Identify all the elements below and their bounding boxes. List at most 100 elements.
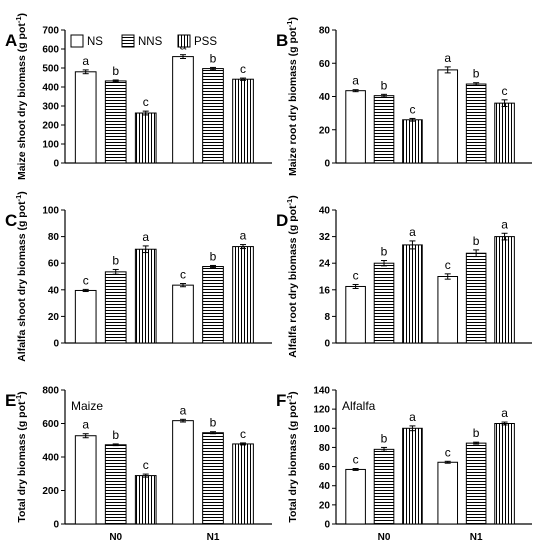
significance-letter: b [473,234,480,248]
y-tick-label: 32 [319,232,331,243]
significance-letter: a [501,406,508,420]
y-axis-label: Alfalfa shoot dry biomass (g pot-1) [14,191,28,362]
bar-ns-1 [74,71,97,164]
y-axis-label-main: Alfalfa shoot dry biomass (g pot [16,201,28,362]
y-tick-label: 80 [319,26,331,37]
significance-letter: c [353,452,359,466]
bar-pss-2 [494,236,515,344]
y-tick-label: 0 [324,339,330,350]
significance-letter: b [381,431,388,445]
legend-label: PSS [194,36,217,48]
bar-nns-2 [465,252,487,344]
bar-ns-1 [345,468,366,525]
inset-label: Maize [71,399,103,413]
significance-letter: b [112,253,119,267]
bar-ns-2 [437,461,459,525]
significance-letter: c [353,268,359,282]
bar-ns-1 [345,90,366,164]
y-tick-label: 0 [53,159,59,170]
y-axis-label-main: Maize root dry biomass (g pot [287,27,299,176]
y-tick-label: 60 [319,462,331,473]
significance-letter: a [409,225,416,239]
y-tick-label: 140 [313,386,330,397]
bar-pss-2 [232,443,254,525]
bar-ns-1 [345,285,366,344]
bar-nns-2 [202,266,224,344]
y-tick-label: 200 [42,486,59,497]
y-tick-label: 100 [313,424,330,435]
x-tick-label: N0 [109,532,122,543]
y-tick-label: 20 [319,125,331,136]
significance-letter: b [112,64,119,78]
y-axis-label-tail: ) [287,391,299,395]
bar-nns-1 [373,448,395,525]
y-axis-label-sup: -1 [285,21,294,28]
significance-letter: b [473,67,480,81]
bar-pss-2 [232,246,254,344]
bar-pss-1 [402,244,423,344]
y-axis-label: Total dry biomass (g pot-1) [285,391,299,522]
y-axis-label-main: Total dry biomass (g pot [16,401,28,523]
panel-letter: A [5,31,17,50]
inset-label: Alfalfa [342,399,376,413]
panel-letter: B [276,31,288,50]
bar-nns-2 [202,68,224,164]
legend-label: NS [87,36,103,48]
y-axis-label: Maize shoot dry biomass (g pot-1) [14,13,28,180]
x-tick-label: N0 [378,532,391,543]
y-tick-label: 600 [42,45,59,56]
bar-nns-2 [465,83,487,164]
bar-nns-1 [373,95,395,164]
significance-letter: c [240,427,246,441]
panel-letter: C [5,211,17,230]
y-tick-label: 20 [319,500,331,511]
y-tick-label: 40 [319,481,331,492]
significance-letter: c [502,84,508,98]
bar-pss-1 [402,119,423,164]
y-tick-label: 80 [48,232,60,243]
x-tick-label: N1 [470,532,483,543]
bar-pss-1 [134,248,157,344]
y-tick-label: 24 [319,259,331,270]
bar-pss-2 [494,102,515,164]
y-axis-label: Alfalfa root dry biomass (g pot-1) [285,195,299,357]
significance-letter: a [352,74,359,88]
y-tick-label: 200 [42,121,59,132]
significance-letter: a [501,217,508,231]
significance-letter: c [445,258,451,272]
significance-letter: c [83,273,89,287]
bar-ns-2 [437,276,459,344]
y-tick-label: 0 [324,159,330,170]
panel-letter: F [276,391,286,410]
significance-letter: b [381,245,388,259]
legend-swatch-ns [70,34,84,48]
significance-letter: a [180,403,187,417]
y-tick-label: 400 [42,453,59,464]
y-tick-label: 120 [313,405,330,416]
significance-letter: b [210,416,217,430]
y-tick-label: 80 [319,443,331,454]
y-axis-label-sup: -1 [14,395,23,402]
significance-letter: b [112,428,119,442]
y-tick-label: 100 [42,140,59,151]
bar-ns-2 [172,56,194,164]
x-tick-label: N1 [207,532,220,543]
significance-letter: c [143,95,149,109]
panel-letter: D [276,211,288,230]
y-axis-label-sup: -1 [14,16,23,23]
significance-letter: a [444,51,451,65]
bar-nns-1 [104,271,127,344]
legend: NS NNS PSS [70,34,217,48]
y-axis-label: Maize root dry biomass (g pot-1) [285,17,299,176]
y-tick-label: 800 [42,386,59,397]
y-tick-label: 500 [42,64,59,75]
significance-letter: b [210,51,217,65]
bar-nns-2 [202,432,224,525]
bar-pss-1 [402,427,423,525]
y-axis-label-main: Total dry biomass (g pot [287,401,299,523]
